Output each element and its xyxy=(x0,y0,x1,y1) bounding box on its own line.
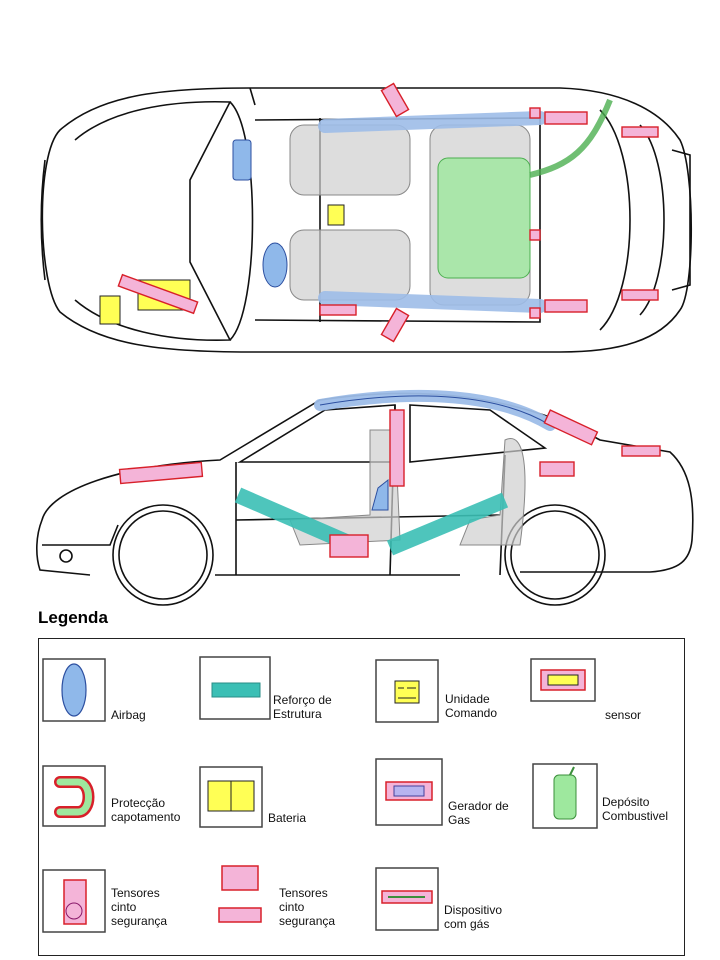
legend-label-control-unit-line1: Unidade xyxy=(445,692,490,706)
gas-device-hood xyxy=(118,461,204,485)
car-top-hood-line xyxy=(74,100,232,342)
sensor-icon-inner xyxy=(547,674,579,686)
front-wheel xyxy=(112,504,214,606)
pillar-tensioner-side xyxy=(389,409,405,487)
rear-wheel xyxy=(504,504,606,606)
red-components-side xyxy=(118,409,661,558)
car-top-windshield xyxy=(229,101,254,341)
control-unit-top xyxy=(327,204,345,226)
belt-tensioner-floor xyxy=(329,534,369,558)
gas-generator-top-2 xyxy=(544,299,588,313)
legend-label-tensioner-1: Tensores cinto segurança xyxy=(111,886,221,928)
legend-label-gas-generator-line1: Gerador de xyxy=(448,799,509,813)
legend-icons xyxy=(42,656,598,933)
fog-light xyxy=(59,549,73,563)
car-top-outline xyxy=(41,87,693,353)
legend-label-tensioner-1-line1: Tensores xyxy=(111,886,160,900)
pillar-tensioner-top-1 xyxy=(380,82,410,118)
fuel-tank-icon xyxy=(553,774,577,820)
tensioner-icon-2a xyxy=(221,865,259,891)
legend-label-sensor: sensor xyxy=(605,708,715,722)
car-top-trunk xyxy=(639,124,665,316)
legend-title: Legenda xyxy=(38,608,108,627)
legend-label-sensor-line1: sensor xyxy=(605,708,642,722)
reinforcement-rear xyxy=(386,492,509,556)
front-bumper xyxy=(42,524,119,546)
legend-label-reinforcement-line2: Estrutura xyxy=(273,707,322,721)
legend-label-control-unit-line2: Comando xyxy=(445,706,498,720)
sensor-top-3 xyxy=(529,307,541,319)
sensor-top-1 xyxy=(529,107,541,119)
legend-label-airbag: Airbag xyxy=(111,708,221,722)
gas-generator-top-1 xyxy=(544,111,588,125)
seat-front-left xyxy=(289,124,411,196)
legend-label-tensioner-2-line3: segurança xyxy=(279,914,336,928)
roof-rail-top-left xyxy=(318,111,547,133)
legend-label-gas-device-line1: Dispositivo xyxy=(444,903,503,917)
front-wheel-inner xyxy=(118,510,208,600)
legend-label-rollover-line2: capotamento xyxy=(111,810,181,824)
car-side-view xyxy=(36,392,694,606)
legend-label-gas-device-line2: com gás xyxy=(444,917,490,931)
gas-device-rear-2 xyxy=(621,289,659,301)
sensor-side xyxy=(539,461,575,477)
legend-label-control-unit: Unidade Comando xyxy=(445,692,555,720)
gas-generator-icon-inner xyxy=(393,785,425,797)
airbag-side xyxy=(371,478,389,511)
legend-label-reinforcement-line1: Reforço de xyxy=(273,693,332,707)
seat-side-rear xyxy=(459,438,526,546)
reinforcement-icon xyxy=(211,682,261,698)
legend-label-battery-line1: Bateria xyxy=(268,811,307,825)
roof-rail-side-outline xyxy=(319,395,551,426)
roof-rail-top-right xyxy=(318,291,547,313)
legend-label-fuel-tank-line1: Depósito xyxy=(602,795,650,809)
legend-label-gas-generator: Gerador de Gas xyxy=(448,799,558,827)
legend-label-reinforcement: Reforço de Estrutura xyxy=(273,693,383,721)
legend-label-tensioner-2-line1: Tensores xyxy=(279,886,328,900)
gas-device-rear-side xyxy=(621,445,661,457)
pillar-tensioner-top-2 xyxy=(380,307,410,343)
gas-device-front xyxy=(117,273,199,315)
battery-top-small xyxy=(99,295,121,325)
legend-label-fuel-tank-line2: Combustivel xyxy=(602,809,669,823)
sensor-top-4 xyxy=(319,304,357,316)
control-unit-icon-detail xyxy=(398,687,416,699)
legend-label-fuel-tank: Depósito Combustivel xyxy=(602,795,712,823)
rollover-icon-inner xyxy=(56,778,92,816)
legend-label-tensioner-1-line2: cinto xyxy=(111,900,137,914)
car-top-rear-lights xyxy=(671,149,691,291)
airbag-steering xyxy=(262,242,288,288)
fuel-filler-pipe xyxy=(529,98,613,178)
airbag-icon xyxy=(61,663,87,717)
gas-device-rear-1 xyxy=(621,126,659,138)
legend-label-battery: Bateria xyxy=(268,811,378,825)
tensioner-icon-2b xyxy=(218,907,262,923)
rear-wheel-inner xyxy=(510,510,600,600)
car-top-front-grille xyxy=(40,159,46,281)
airbag-dash xyxy=(232,139,252,181)
legend-label-tensioner-2-line2: cinto xyxy=(279,900,305,914)
car-top-rear-window xyxy=(599,109,631,331)
fuel-tank-top xyxy=(437,157,531,279)
legend-box xyxy=(38,638,685,956)
fuel-tank-icon-pipe xyxy=(569,766,575,776)
car-top-mirror-left xyxy=(249,87,256,106)
gas-generator-side xyxy=(543,409,599,446)
sensor-top-2 xyxy=(529,229,541,241)
legend-label-rollover-line1: Protecção xyxy=(111,796,166,810)
seat-front-right xyxy=(289,229,411,301)
side-window-rear xyxy=(409,404,548,463)
legend-label-airbag-line1: Airbag xyxy=(111,708,146,722)
red-components-top xyxy=(117,82,659,343)
legend-label-tensioner-1-line3: segurança xyxy=(111,914,168,928)
legend-label-tensioner-2: Tensores cinto segurança xyxy=(279,886,389,928)
legend-label-rollover: Protecção capotamento xyxy=(111,796,221,824)
legend-label-gas-generator-line2: Gas xyxy=(448,813,471,827)
tensioner-icon-1-ball xyxy=(65,902,83,920)
legend-label-gas-device: Dispositivo com gás xyxy=(444,903,554,931)
